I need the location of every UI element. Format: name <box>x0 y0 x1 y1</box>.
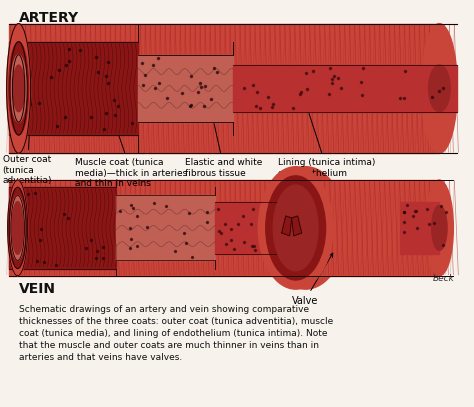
Text: Schematic drawings of an artery and vein showing comparative
thicknesses of the : Schematic drawings of an artery and vein… <box>18 305 333 362</box>
Ellipse shape <box>13 65 24 112</box>
Ellipse shape <box>426 180 453 276</box>
Bar <box>400 201 439 254</box>
Ellipse shape <box>421 24 457 153</box>
Polygon shape <box>292 216 301 236</box>
Bar <box>116 195 215 260</box>
Text: Beck: Beck <box>432 274 455 283</box>
Text: Valve: Valve <box>292 253 333 306</box>
Bar <box>9 180 439 276</box>
Ellipse shape <box>273 185 318 271</box>
Ellipse shape <box>9 42 28 135</box>
Text: ARTERY: ARTERY <box>18 11 79 25</box>
Bar <box>9 187 116 269</box>
Bar <box>215 201 276 254</box>
Ellipse shape <box>428 65 450 112</box>
Ellipse shape <box>432 206 447 250</box>
Text: Elastic and white
fibrous tissue: Elastic and white fibrous tissue <box>185 109 263 177</box>
Ellipse shape <box>10 195 25 260</box>
Ellipse shape <box>7 24 31 153</box>
Ellipse shape <box>12 201 23 254</box>
Text: Muscle coat (tunica
media)—thick in arteries
and thin in veins: Muscle coat (tunica media)—thick in arte… <box>75 114 188 188</box>
Ellipse shape <box>11 55 27 122</box>
Bar <box>9 42 138 135</box>
Text: Outer coat
(tunica
adventitia): Outer coat (tunica adventitia) <box>3 112 52 185</box>
Bar <box>138 55 233 122</box>
Text: Lining (tunica intima)
of endothelium: Lining (tunica intima) of endothelium <box>278 104 375 177</box>
Ellipse shape <box>266 167 346 289</box>
Text: VEIN: VEIN <box>18 282 55 296</box>
Ellipse shape <box>9 187 27 269</box>
Bar <box>233 65 457 112</box>
Polygon shape <box>282 216 292 236</box>
Ellipse shape <box>258 167 333 289</box>
Ellipse shape <box>8 180 27 276</box>
Ellipse shape <box>266 176 326 280</box>
Bar <box>9 24 439 153</box>
